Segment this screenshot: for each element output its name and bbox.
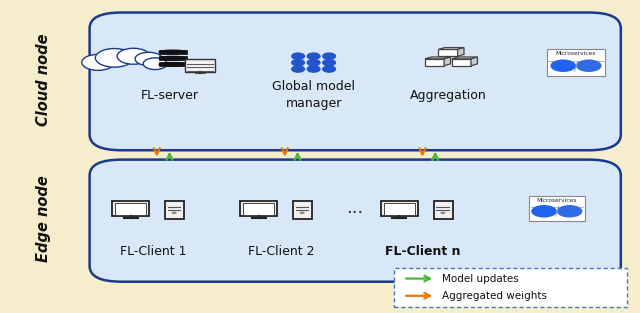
Circle shape	[300, 212, 305, 214]
Circle shape	[292, 53, 305, 59]
Circle shape	[307, 66, 320, 72]
Bar	[115, 203, 146, 215]
Circle shape	[135, 52, 163, 65]
Circle shape	[292, 66, 305, 72]
Bar	[434, 201, 453, 219]
FancyBboxPatch shape	[90, 160, 621, 282]
Text: Global model
manager: Global model manager	[272, 80, 355, 110]
Bar	[452, 59, 471, 66]
Text: Aggregation: Aggregation	[410, 89, 486, 102]
Circle shape	[307, 59, 320, 66]
Bar	[547, 49, 605, 76]
Text: Model updates: Model updates	[442, 274, 518, 284]
Text: Aggregated weights: Aggregated weights	[442, 291, 547, 301]
Text: Cloud node: Cloud node	[36, 33, 51, 126]
Bar	[159, 50, 187, 54]
Bar	[243, 203, 274, 215]
Circle shape	[82, 54, 115, 70]
Bar	[293, 201, 312, 219]
Bar	[159, 63, 187, 66]
Bar	[112, 201, 149, 216]
Circle shape	[95, 49, 134, 67]
Polygon shape	[425, 57, 451, 59]
Circle shape	[576, 59, 602, 72]
Circle shape	[292, 59, 305, 66]
Ellipse shape	[159, 50, 187, 54]
Circle shape	[550, 59, 576, 72]
Polygon shape	[458, 48, 464, 56]
Bar	[425, 59, 444, 66]
Polygon shape	[438, 48, 464, 49]
Text: Microservices: Microservices	[536, 198, 577, 203]
Circle shape	[323, 59, 335, 66]
Circle shape	[323, 53, 335, 59]
Bar	[529, 196, 585, 221]
Text: FL-Client 1: FL-Client 1	[120, 245, 187, 259]
Circle shape	[117, 48, 150, 64]
Bar	[165, 201, 184, 219]
Bar	[384, 203, 415, 215]
Bar	[240, 201, 277, 216]
Bar	[186, 59, 216, 72]
Ellipse shape	[159, 56, 187, 60]
Bar	[159, 56, 187, 60]
Circle shape	[557, 205, 582, 218]
Bar	[381, 201, 418, 216]
Circle shape	[172, 212, 177, 214]
Bar	[394, 268, 627, 307]
Ellipse shape	[159, 62, 187, 66]
FancyBboxPatch shape	[90, 13, 621, 150]
Text: FL-server: FL-server	[141, 89, 198, 102]
Text: ...: ...	[347, 199, 364, 217]
Text: Edge node: Edge node	[36, 176, 51, 263]
Text: FL-Client 2: FL-Client 2	[248, 245, 315, 259]
Text: FL-Client n: FL-Client n	[385, 245, 460, 259]
Text: Microservices: Microservices	[556, 52, 596, 56]
Circle shape	[323, 66, 335, 72]
Polygon shape	[471, 57, 477, 66]
Circle shape	[143, 58, 167, 69]
Circle shape	[440, 212, 445, 214]
Polygon shape	[444, 57, 451, 66]
Text: /: /	[574, 59, 578, 72]
Circle shape	[531, 205, 557, 218]
Text: /: /	[555, 205, 559, 218]
Circle shape	[307, 53, 320, 59]
Bar	[438, 49, 458, 56]
Polygon shape	[452, 57, 477, 59]
